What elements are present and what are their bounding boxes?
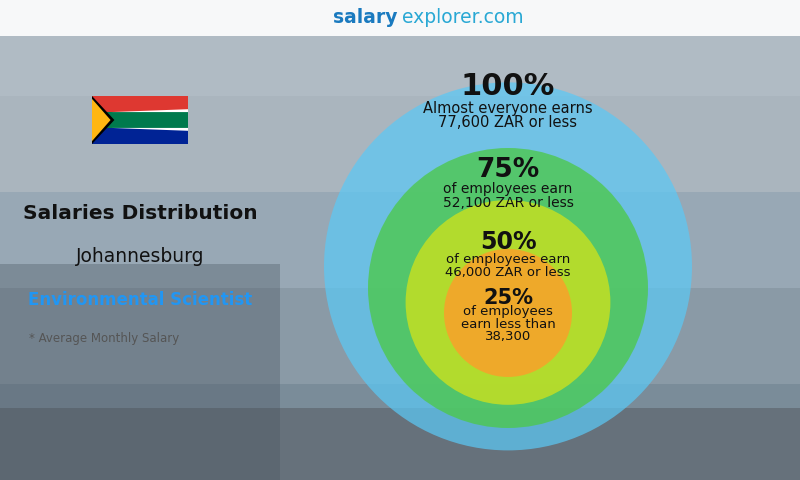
Bar (0, 288, 800, 384)
Bar (0, 264, 280, 480)
Polygon shape (92, 99, 110, 141)
Ellipse shape (406, 200, 610, 405)
Text: 50%: 50% (480, 230, 536, 254)
Text: 100%: 100% (461, 72, 555, 101)
Text: 77,600 ZAR or less: 77,600 ZAR or less (438, 115, 578, 130)
Text: of employees earn: of employees earn (446, 252, 570, 266)
Text: 38,300: 38,300 (485, 330, 531, 344)
Text: 75%: 75% (476, 157, 540, 183)
Bar (0, 0, 800, 96)
Text: Johannesburg: Johannesburg (76, 247, 204, 266)
Polygon shape (92, 96, 114, 144)
Text: * Average Monthly Salary: * Average Monthly Salary (29, 332, 179, 345)
Polygon shape (111, 128, 188, 131)
Bar (0, 384, 800, 480)
Ellipse shape (368, 148, 648, 428)
Text: earn less than: earn less than (461, 317, 555, 331)
Bar (92, 112, 188, 128)
Bar (0, 96, 800, 192)
Text: 25%: 25% (483, 288, 533, 308)
Bar (0, 192, 800, 288)
Text: 52,100 ZAR or less: 52,100 ZAR or less (442, 195, 574, 210)
Ellipse shape (324, 83, 692, 450)
Bar (0, 0, 800, 36)
Text: Salaries Distribution: Salaries Distribution (22, 204, 258, 223)
Ellipse shape (444, 249, 572, 377)
Polygon shape (111, 109, 188, 112)
Text: of employees: of employees (463, 304, 553, 318)
Bar (92, 96, 188, 112)
Text: of employees earn: of employees earn (443, 181, 573, 196)
Text: Almost everyone earns: Almost everyone earns (423, 100, 593, 116)
Bar (0, 408, 800, 480)
Bar (92, 128, 188, 144)
Text: explorer.com: explorer.com (402, 8, 524, 27)
Text: Environmental Scientist: Environmental Scientist (28, 291, 252, 309)
Text: 46,000 ZAR or less: 46,000 ZAR or less (446, 266, 570, 279)
Text: salary: salary (333, 8, 398, 27)
